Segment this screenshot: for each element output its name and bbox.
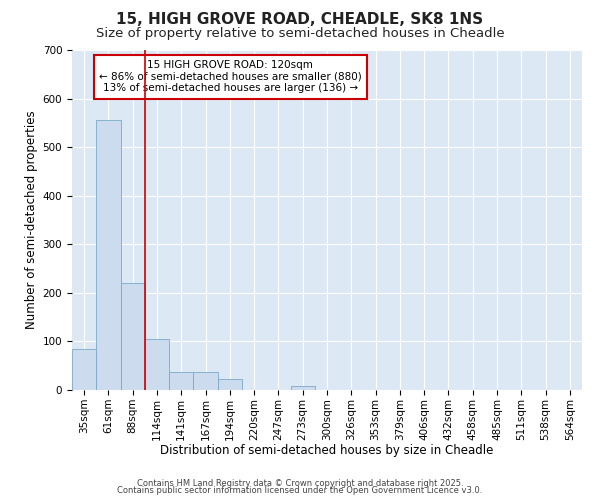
Text: Contains public sector information licensed under the Open Government Licence v3: Contains public sector information licen… — [118, 486, 482, 495]
X-axis label: Distribution of semi-detached houses by size in Cheadle: Distribution of semi-detached houses by … — [160, 444, 494, 457]
Y-axis label: Number of semi-detached properties: Number of semi-detached properties — [25, 110, 38, 330]
Bar — [145, 339, 169, 390]
Bar — [169, 372, 193, 390]
Bar — [72, 348, 96, 390]
Text: Size of property relative to semi-detached houses in Cheadle: Size of property relative to semi-detach… — [95, 28, 505, 40]
Bar — [218, 380, 242, 390]
Text: Contains HM Land Registry data © Crown copyright and database right 2025.: Contains HM Land Registry data © Crown c… — [137, 478, 463, 488]
Bar — [121, 283, 145, 390]
Text: 15 HIGH GROVE ROAD: 120sqm
← 86% of semi-detached houses are smaller (880)
13% o: 15 HIGH GROVE ROAD: 120sqm ← 86% of semi… — [99, 60, 361, 94]
Bar — [290, 386, 315, 390]
Text: 15, HIGH GROVE ROAD, CHEADLE, SK8 1NS: 15, HIGH GROVE ROAD, CHEADLE, SK8 1NS — [116, 12, 484, 28]
Bar — [193, 372, 218, 390]
Bar — [96, 120, 121, 390]
